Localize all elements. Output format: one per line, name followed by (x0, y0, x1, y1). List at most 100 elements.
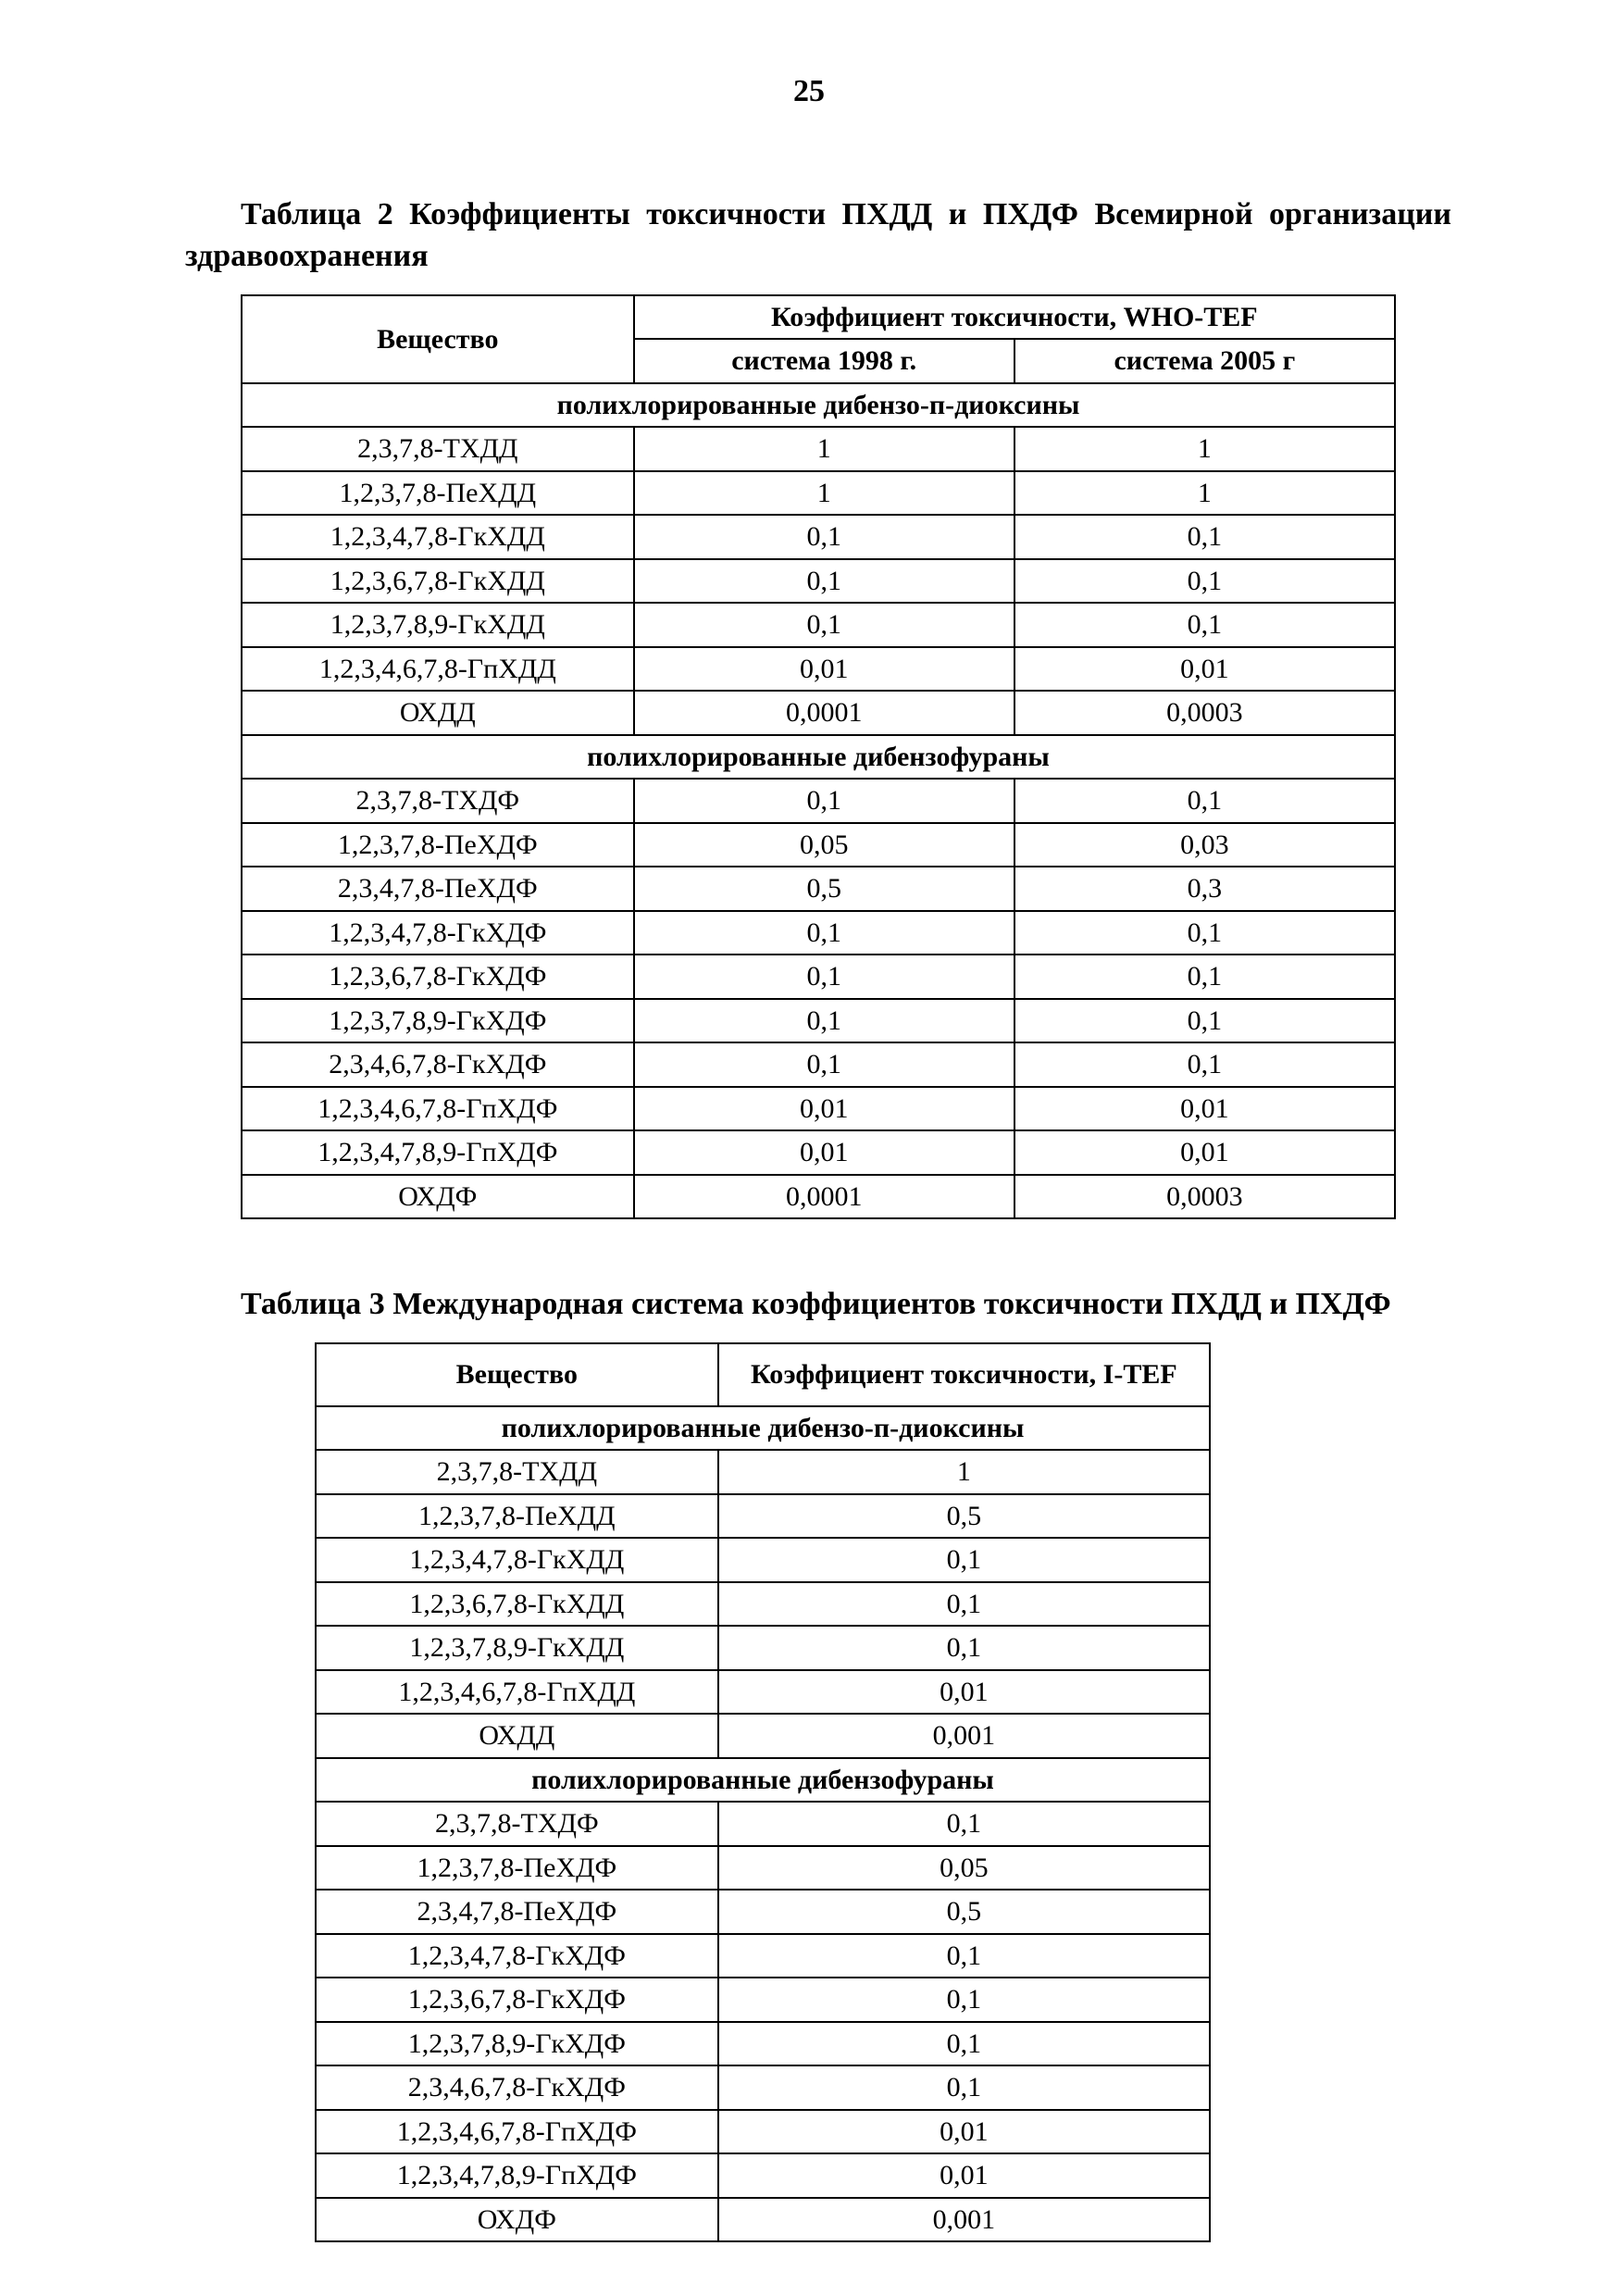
table1-row: ОХДФ0,00010,0003 (242, 1175, 1395, 1219)
value-2005-cell: 0,1 (1014, 999, 1395, 1043)
value-itef-cell: 0,1 (718, 1978, 1210, 2022)
substance-cell: 1,2,3,6,7,8-ГкХДФ (316, 1978, 718, 2022)
table1-header-2005: система 2005 г (1014, 339, 1395, 383)
page-number: 25 (0, 74, 1618, 109)
value-1998-cell: 0,1 (634, 603, 1014, 647)
value-2005-cell: 0,3 (1014, 867, 1395, 911)
table1-section-furans: полихлорированные дибензофураны (242, 735, 1395, 780)
table2-row: ОХДД0,001 (316, 1714, 1210, 1758)
table1-row: 1,2,3,6,7,8-ГкХДФ0,10,1 (242, 955, 1395, 999)
substance-cell: 1,2,3,7,8-ПеХДФ (242, 823, 634, 867)
table2-row: 1,2,3,7,8,9-ГкХДФ0,1 (316, 2022, 1210, 2066)
value-1998-cell: 0,1 (634, 955, 1014, 999)
substance-cell: 1,2,3,6,7,8-ГкХДФ (242, 955, 634, 999)
table2-row: 1,2,3,7,8-ПеХДД0,5 (316, 1494, 1210, 1539)
value-1998-cell: 0,0001 (634, 691, 1014, 735)
table1-row: 1,2,3,7,8,9-ГкХДФ0,10,1 (242, 999, 1395, 1043)
substance-cell: ОХДФ (316, 2198, 718, 2242)
value-itef-cell: 0,1 (718, 1538, 1210, 1582)
value-2005-cell: 0,1 (1014, 1042, 1395, 1087)
value-1998-cell: 1 (634, 471, 1014, 516)
value-2005-cell: 0,1 (1014, 779, 1395, 823)
value-itef-cell: 0,1 (718, 1802, 1210, 1846)
value-itef-cell: 0,5 (718, 1494, 1210, 1539)
table1-row: 2,3,4,7,8-ПеХДФ0,50,3 (242, 867, 1395, 911)
table1-row: 1,2,3,7,8-ПеХДФ0,050,03 (242, 823, 1395, 867)
substance-cell: 1,2,3,4,7,8,9-ГпХДФ (242, 1130, 634, 1175)
substance-cell: 1,2,3,7,8-ПеХДД (316, 1494, 718, 1539)
table2-row: 1,2,3,7,8,9-ГкХДД0,1 (316, 1626, 1210, 1670)
value-2005-cell: 0,01 (1014, 1130, 1395, 1175)
value-2005-cell: 0,0003 (1014, 1175, 1395, 1219)
value-1998-cell: 0,1 (634, 779, 1014, 823)
value-2005-cell: 1 (1014, 471, 1395, 516)
substance-cell: 1,2,3,4,7,8,9-ГпХДФ (316, 2153, 718, 2198)
value-2005-cell: 0,01 (1014, 1087, 1395, 1131)
value-2005-cell: 0,1 (1014, 911, 1395, 955)
value-1998-cell: 0,01 (634, 1130, 1014, 1175)
table2-row: 1,2,3,6,7,8-ГкХДФ0,1 (316, 1978, 1210, 2022)
table1-row: 2,3,4,6,7,8-ГкХДФ0,10,1 (242, 1042, 1395, 1087)
substance-cell: 2,3,7,8-ТХДФ (316, 1802, 718, 1846)
substance-cell: 1,2,3,7,8,9-ГкХДФ (242, 999, 634, 1043)
value-2005-cell: 0,0003 (1014, 691, 1395, 735)
value-itef-cell: 1 (718, 1450, 1210, 1494)
table1-row: 1,2,3,4,6,7,8-ГпХДФ0,010,01 (242, 1087, 1395, 1131)
substance-cell: ОХДД (242, 691, 634, 735)
value-itef-cell: 0,1 (718, 1626, 1210, 1670)
substance-cell: 1,2,3,4,6,7,8-ГпХДД (242, 647, 634, 692)
table2-row: 1,2,3,4,6,7,8-ГпХДФ0,01 (316, 2110, 1210, 2154)
substance-cell: 1,2,3,4,7,8-ГкХДФ (316, 1934, 718, 1978)
table2-row: 1,2,3,4,7,8-ГкХДД0,1 (316, 1538, 1210, 1582)
table2-row: ОХДФ0,001 (316, 2198, 1210, 2242)
substance-cell: 1,2,3,4,6,7,8-ГпХДФ (242, 1087, 634, 1131)
substance-cell: 1,2,3,6,7,8-ГкХДД (242, 559, 634, 604)
value-2005-cell: 0,1 (1014, 955, 1395, 999)
value-itef-cell: 0,001 (718, 1714, 1210, 1758)
value-1998-cell: 0,01 (634, 1087, 1014, 1131)
substance-cell: 1,2,3,6,7,8-ГкХДД (316, 1582, 718, 1627)
value-itef-cell: 0,1 (718, 1582, 1210, 1627)
substance-cell: 1,2,3,7,8-ПеХДД (242, 471, 634, 516)
value-2005-cell: 0,1 (1014, 603, 1395, 647)
table2-row: 1,2,3,7,8-ПеХДФ0,05 (316, 1846, 1210, 1890)
value-2005-cell: 0,1 (1014, 515, 1395, 559)
value-itef-cell: 0,1 (718, 1934, 1210, 1978)
table1-row: 1,2,3,6,7,8-ГкХДД0,10,1 (242, 559, 1395, 604)
table1-header-substance: Вещество (242, 295, 634, 383)
substance-cell: 2,3,4,7,8-ПеХДФ (242, 867, 634, 911)
value-itef-cell: 0,5 (718, 1890, 1210, 1934)
substance-cell: 1,2,3,4,7,8-ГкХДД (242, 515, 634, 559)
table1: Вещество Коэффициент токсичности, WHO-TE… (241, 294, 1396, 1220)
table2-row: 1,2,3,6,7,8-ГкХДД0,1 (316, 1582, 1210, 1627)
table1-row: 2,3,7,8-ТХДФ0,10,1 (242, 779, 1395, 823)
table1-section-furans-cell: полихлорированные дибензофураны (242, 735, 1395, 780)
value-itef-cell: 0,001 (718, 2198, 1210, 2242)
substance-cell: 1,2,3,4,7,8-ГкХДФ (242, 911, 634, 955)
value-1998-cell: 0,1 (634, 515, 1014, 559)
table2-header-coef: Коэффициент токсичности, I-TEF (718, 1343, 1210, 1406)
table2-section-dioxins-cell: полихлорированные дибензо-п-диоксины (316, 1406, 1210, 1451)
table2-section-furans: полихлорированные дибензофураны (316, 1758, 1210, 1803)
table1-holder: Вещество Коэффициент токсичности, WHO-TE… (185, 294, 1451, 1220)
table2-section-dioxins: полихлорированные дибензо-п-диоксины (316, 1406, 1210, 1451)
table1-section-dioxins: полихлорированные дибензо-п-диоксины (242, 383, 1395, 428)
table2-section-furans-cell: полихлорированные дибензофураны (316, 1758, 1210, 1803)
value-1998-cell: 0,05 (634, 823, 1014, 867)
value-2005-cell: 1 (1014, 427, 1395, 471)
table2-header-row: Вещество Коэффициент токсичности, I-TEF (316, 1343, 1210, 1406)
value-itef-cell: 0,05 (718, 1846, 1210, 1890)
substance-cell: 2,3,4,7,8-ПеХДФ (316, 1890, 718, 1934)
table1-caption: Таблица 2 Коэффициенты токсичности ПХДД … (185, 194, 1451, 278)
substance-cell: 2,3,4,6,7,8-ГкХДФ (316, 2065, 718, 2110)
table1-row: 1,2,3,7,8-ПеХДД11 (242, 471, 1395, 516)
substance-cell: 1,2,3,4,7,8-ГкХДД (316, 1538, 718, 1582)
table1-row: 1,2,3,4,6,7,8-ГпХДД0,010,01 (242, 647, 1395, 692)
value-1998-cell: 0,01 (634, 647, 1014, 692)
table2-row: 2,3,7,8-ТХДД1 (316, 1450, 1210, 1494)
table1-header-group: Коэффициент токсичности, WHO-TEF (634, 295, 1395, 340)
table2: Вещество Коэффициент токсичности, I-TEF … (315, 1342, 1211, 2242)
table2-caption: Таблица 3 Международная система коэффици… (185, 1284, 1451, 1326)
substance-cell: ОХДФ (242, 1175, 634, 1219)
table1-header-row-1: Вещество Коэффициент токсичности, WHO-TE… (242, 295, 1395, 340)
